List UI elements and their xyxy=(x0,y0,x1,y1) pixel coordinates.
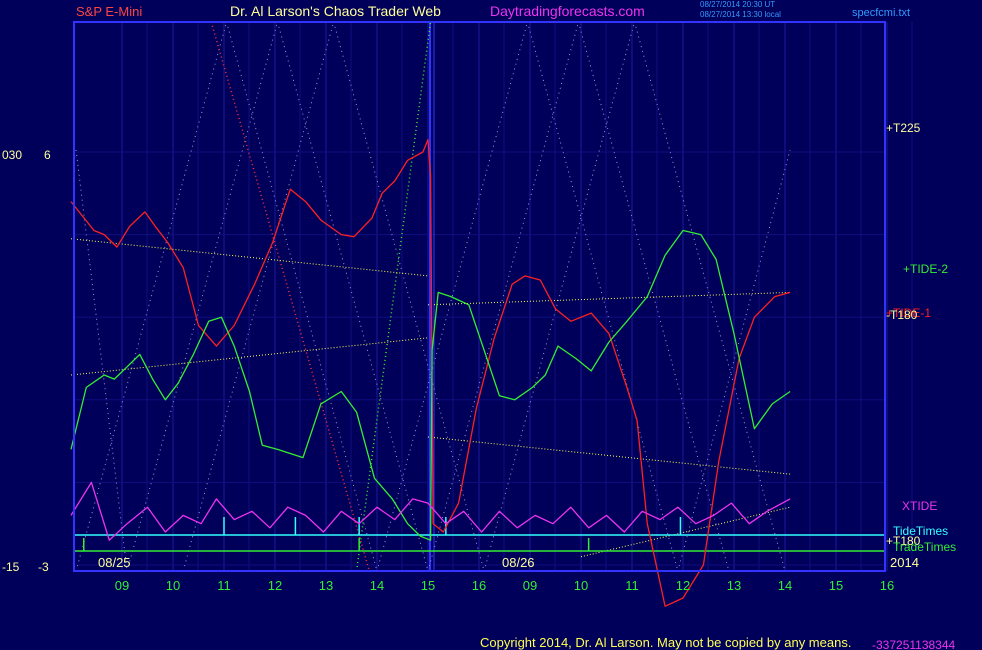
x-tick-label: 09 xyxy=(523,578,537,593)
x-axis-ticks: 09 10 11 12 13 14 15 16 09 10 11 12 13 14 15 16 xyxy=(115,578,894,593)
x-tick-label: 10 xyxy=(574,578,588,593)
footer-overflow: -337251138344 xyxy=(872,638,956,650)
green-dotted-trend-line xyxy=(355,21,432,572)
x-tick-label: 13 xyxy=(727,578,741,593)
left-scale-lower-b: -3 xyxy=(38,560,49,574)
time-wave-dotted-line xyxy=(75,149,128,572)
x-tick-label: 10 xyxy=(166,578,180,593)
x-tick-label: 12 xyxy=(676,578,690,593)
copyright-text: Copyright 2014, Dr. Al Larson. May not b… xyxy=(480,635,851,650)
series-line-tide-1 xyxy=(70,138,791,607)
series-line-xtide xyxy=(70,481,791,541)
chart-grid xyxy=(74,22,913,571)
data-series xyxy=(70,138,791,607)
x-tick-label: 11 xyxy=(625,578,639,593)
x-tick-label: 11 xyxy=(217,578,231,593)
x-tick-label: 14 xyxy=(370,578,384,593)
x-tick-label: 13 xyxy=(319,578,333,593)
label-trade-times: TradeTimes xyxy=(893,540,956,554)
left-scale-lower-a: -15 xyxy=(2,560,20,574)
x-tick-label: 16 xyxy=(880,578,894,593)
label-t225: +T225 xyxy=(886,121,921,135)
label-year: 2014 xyxy=(890,555,919,570)
label-t180-low: +T180 xyxy=(886,534,921,548)
symbol-label: S&P E-Mini xyxy=(76,4,142,19)
label-t180-mid: -T180 xyxy=(886,308,918,322)
label-tide-times: TideTimes xyxy=(893,524,948,538)
label-xtide: XTIDE xyxy=(902,499,937,513)
trend-line-t180-upper- xyxy=(427,436,791,475)
plot-border xyxy=(73,21,886,572)
x-tick-label: 09 xyxy=(115,578,129,593)
x-tick-label: 16 xyxy=(472,578,486,593)
left-scale-upper-b: 6 xyxy=(44,148,51,162)
time-markers xyxy=(74,517,885,552)
label-tide1: +TIDE-1 xyxy=(886,306,931,320)
x-tick-label: 15 xyxy=(829,578,843,593)
website-label: Daytradingforecasts.com xyxy=(490,3,645,19)
timestamp-line2: 08/27/2014 13:30 local xyxy=(700,10,781,19)
x-tick-label: 15 xyxy=(421,578,435,593)
label-tide2: +TIDE-2 xyxy=(903,262,948,276)
x-tick-label: 12 xyxy=(268,578,282,593)
spec-file-label: specfcmi.txt xyxy=(852,7,910,19)
trend-lines xyxy=(70,21,791,572)
red-dotted-trend-line xyxy=(210,21,371,572)
timestamp-line1: 08/27/2014 20:30 UT xyxy=(700,0,775,9)
trend-line-t225 xyxy=(427,291,791,306)
site-title: Dr. Al Larson's Chaos Trader Web xyxy=(230,3,441,19)
series-line-tide-2 xyxy=(70,229,791,541)
x-tick-label: 14 xyxy=(778,578,792,593)
date-label-day1: 08/25 xyxy=(98,555,131,570)
left-scale-upper-a: 030 xyxy=(2,148,22,162)
date-label-day2: 08/26 xyxy=(502,555,535,570)
